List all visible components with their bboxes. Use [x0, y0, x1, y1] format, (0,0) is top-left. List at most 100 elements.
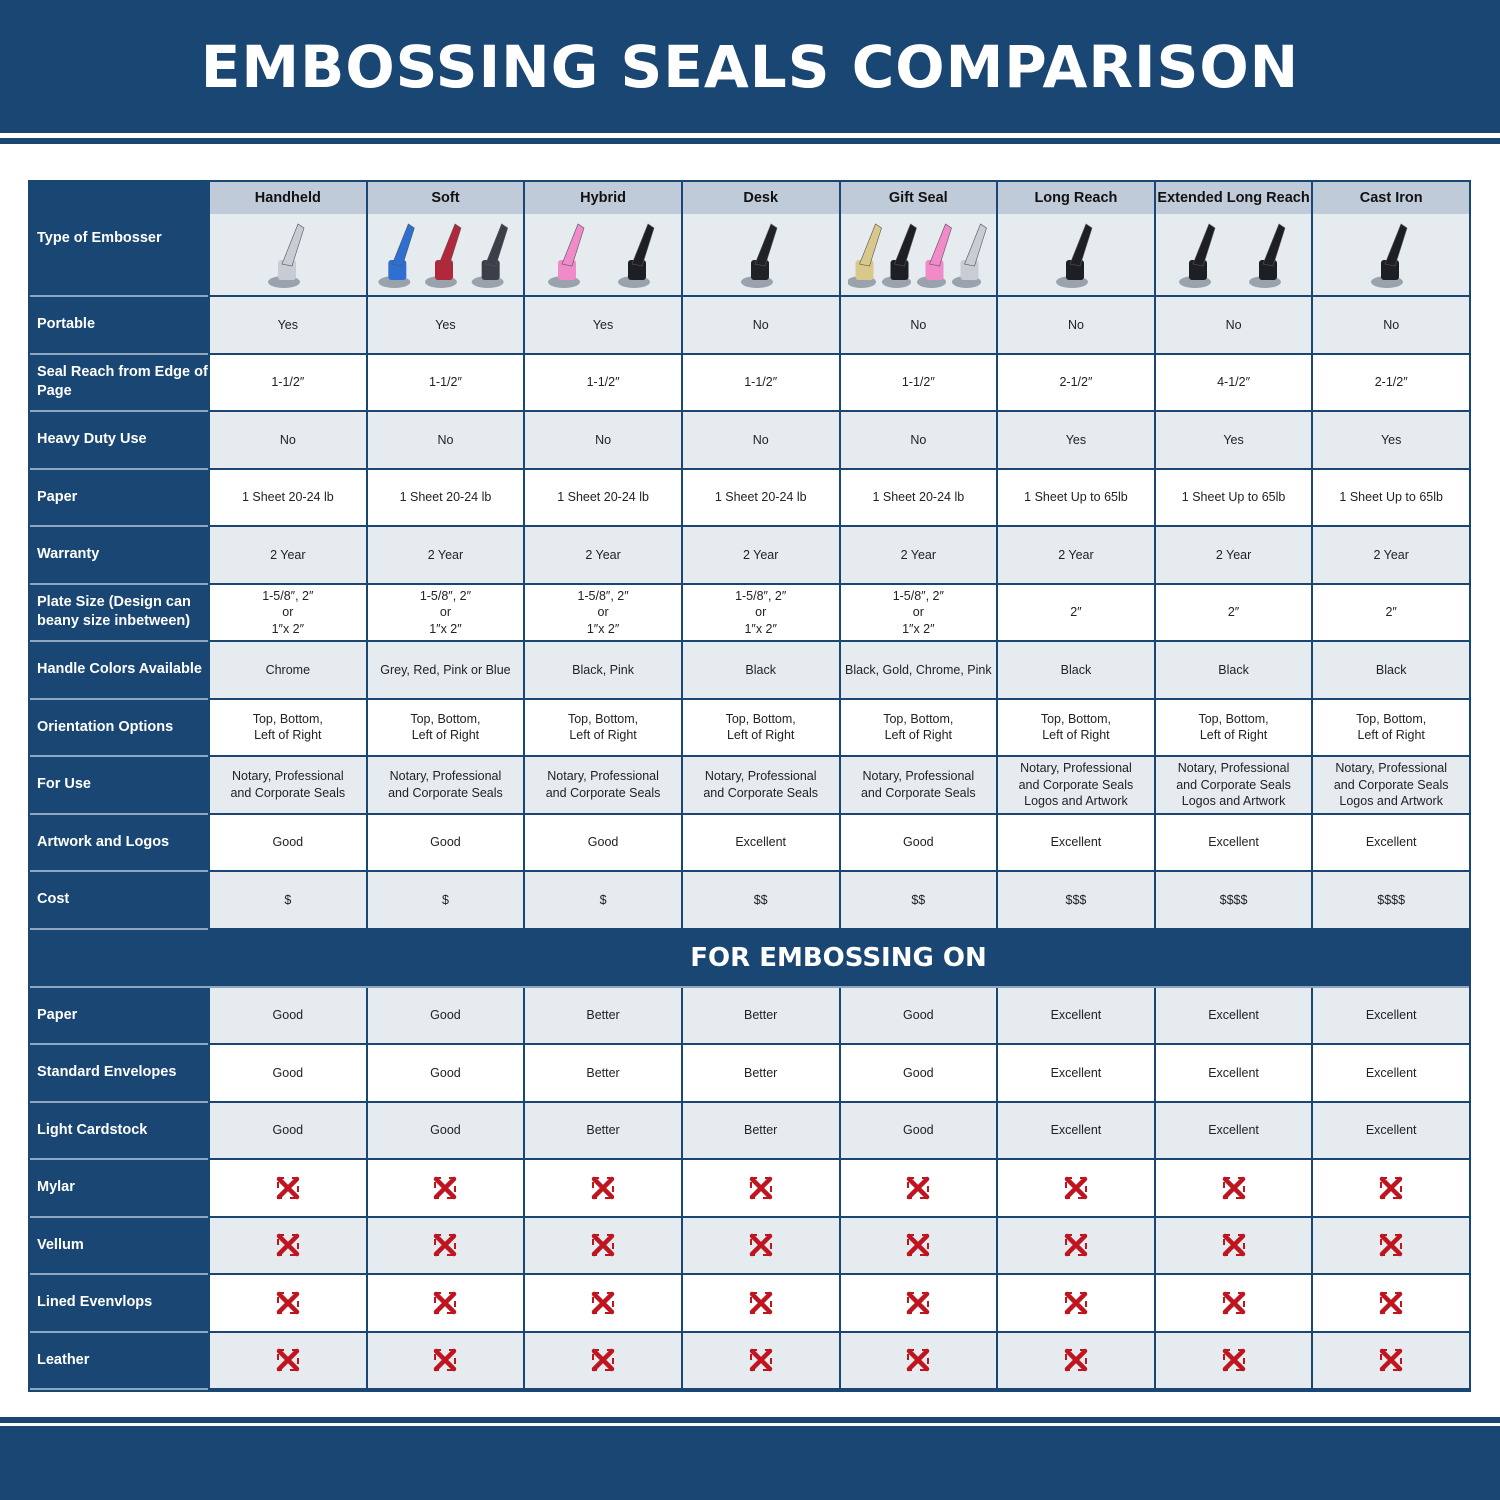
red-x-icon: [1378, 1347, 1404, 1373]
table-cell: 2-1/2″: [996, 354, 1154, 412]
table-cell: [1153, 1217, 1312, 1275]
comparison-table: Type of Embosser Handheld Soft Hybrid Desk Gi…: [28, 180, 1471, 1392]
table-cell: Good: [365, 1045, 524, 1103]
table-cell: [680, 1160, 839, 1218]
table-cell: Good: [208, 987, 366, 1045]
table-cell: Black: [680, 642, 839, 700]
table-cell: Good: [838, 987, 997, 1045]
table-cell: 1-5/8″, 2″ or 1″x 2″: [208, 584, 366, 642]
table-row: Portable Yes Yes Yes No No No No No: [30, 297, 1469, 355]
table-cell: 2 Year: [208, 527, 366, 585]
hybrid-embossers-pink-black-icon: [525, 214, 681, 295]
row-label: Plate Size (Design can beany size inbetw…: [30, 584, 208, 642]
type-name: Long Reach: [998, 182, 1154, 214]
table-cell: [523, 1332, 681, 1390]
table-cell: 1-5/8″, 2″ or 1″x 2″: [523, 584, 681, 642]
type-column: Handheld: [208, 182, 366, 297]
cast-iron-embosser-icon: [1313, 214, 1469, 295]
type-name: Gift Seal: [840, 182, 997, 214]
red-x-icon: [432, 1232, 458, 1258]
type-row: Type of Embosser Handheld Soft Hybrid Desk Gi…: [30, 182, 1469, 297]
table-cell: Good: [365, 1102, 524, 1160]
table-cell: No: [996, 297, 1154, 355]
red-x-icon: [275, 1290, 301, 1316]
table-cell: Excellent: [996, 814, 1154, 872]
table-cell: 1-1/2″: [523, 354, 681, 412]
table-cell: Good: [838, 814, 997, 872]
red-x-icon: [1221, 1175, 1247, 1201]
row-label: Portable: [30, 297, 208, 355]
table-cell: Black, Pink: [523, 642, 681, 700]
row-label: Handle Colors Available: [30, 642, 208, 700]
table-cell: $$$$: [1311, 872, 1469, 930]
table-cell: Excellent: [680, 814, 839, 872]
table-cell: $$: [680, 872, 839, 930]
row-label: Heavy Duty Use: [30, 412, 208, 470]
row-label: Paper: [30, 469, 208, 527]
red-x-icon: [748, 1290, 774, 1316]
red-x-icon: [748, 1232, 774, 1258]
type-column: Cast Iron: [1311, 182, 1469, 297]
table-cell: Good: [365, 987, 524, 1045]
red-x-icon: [275, 1175, 301, 1201]
table-cell: 1-1/2″: [365, 354, 524, 412]
table-cell: Top, Bottom, Left of Right: [996, 699, 1154, 757]
divider: [0, 1417, 1500, 1423]
table-cell: 1-5/8″, 2″ or 1″x 2″: [838, 584, 997, 642]
table-cell: 2″: [1153, 584, 1312, 642]
divider: [0, 138, 1500, 144]
red-x-icon: [590, 1347, 616, 1373]
table-cell: Excellent: [996, 1102, 1154, 1160]
table-cell: Excellent: [1153, 814, 1312, 872]
row-label: Leather: [30, 1332, 208, 1390]
table-cell: [838, 1217, 997, 1275]
header-banner: EMBOSSING SEALS COMPARISON: [0, 0, 1500, 133]
table-cell: $: [365, 872, 524, 930]
table-cell: 2″: [996, 584, 1154, 642]
table-cell: 1 Sheet Up to 65lb: [1311, 469, 1469, 527]
red-x-icon: [1378, 1290, 1404, 1316]
table-row: Paper 1 Sheet 20-24 lb 1 Sheet 20-24 lb 1 S…: [30, 469, 1469, 527]
table-cell: Notary, Professional and Corporate Seals: [838, 757, 997, 815]
table-cell: [680, 1332, 839, 1390]
table-cell: 1 Sheet Up to 65lb: [996, 469, 1154, 527]
table-cell: 1 Sheet 20-24 lb: [838, 469, 997, 527]
red-x-icon: [905, 1232, 931, 1258]
type-column: Desk: [680, 182, 839, 297]
table-cell: [1311, 1160, 1469, 1218]
type-name: Soft: [367, 182, 524, 214]
extended-long-reach-embossers-icon: [1156, 214, 1312, 295]
table-cell: Top, Bottom, Left of Right: [365, 699, 524, 757]
table-cell: [996, 1160, 1154, 1218]
red-x-icon: [1063, 1290, 1089, 1316]
table-cell: [365, 1332, 524, 1390]
table-row: Artwork and Logos Good Good Good Excellent Go…: [30, 814, 1469, 872]
red-x-icon: [1221, 1347, 1247, 1373]
type-name: Extended Long Reach: [1155, 182, 1312, 214]
table-cell: No: [1153, 297, 1312, 355]
table-cell: $$$$: [1153, 872, 1312, 930]
table-cell: [523, 1160, 681, 1218]
row-label: Artwork and Logos: [30, 814, 208, 872]
table-cell: 4-1/2″: [1153, 354, 1312, 412]
table-cell: Excellent: [1153, 1045, 1312, 1103]
red-x-icon: [748, 1175, 774, 1201]
table-cell: 1-5/8″, 2″ or 1″x 2″: [365, 584, 524, 642]
table-cell: Top, Bottom, Left of Right: [208, 699, 366, 757]
table-cell: 2 Year: [680, 527, 839, 585]
table-cell: [1153, 1160, 1312, 1218]
table-cell: Good: [208, 1045, 366, 1103]
table-cell: 2 Year: [838, 527, 997, 585]
row-label: Lined Evenvlops: [30, 1275, 208, 1333]
table-cell: 1-1/2″: [680, 354, 839, 412]
table-cell: [208, 1275, 366, 1333]
table-cell: 2″: [1311, 584, 1469, 642]
table-cell: $: [208, 872, 366, 930]
type-column: Hybrid: [523, 182, 681, 297]
table-cell: Better: [680, 1045, 839, 1103]
table-cell: Better: [523, 1045, 681, 1103]
table-cell: [838, 1160, 997, 1218]
table-cell: No: [680, 412, 839, 470]
red-x-icon: [905, 1290, 931, 1316]
long-reach-embosser-icon: [998, 214, 1154, 295]
